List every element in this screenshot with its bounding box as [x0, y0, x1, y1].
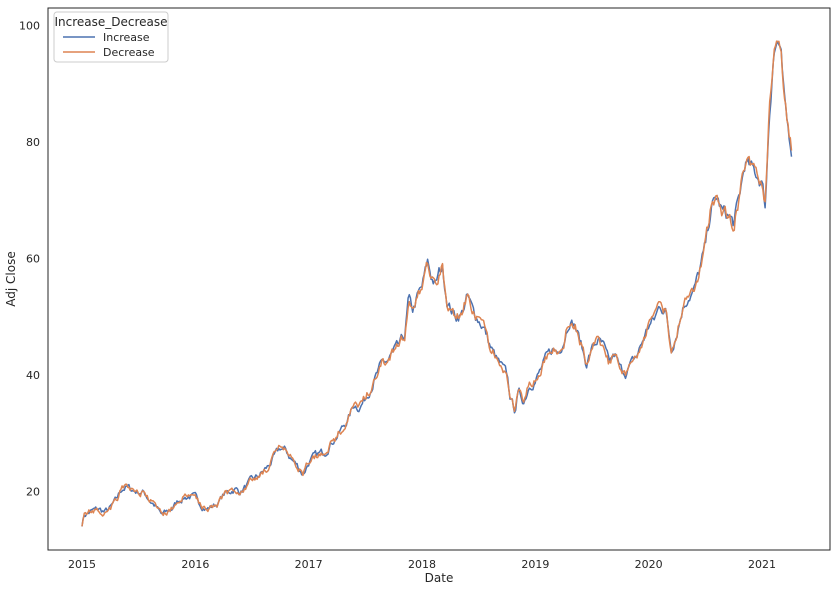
y-tick-label: 80 — [26, 136, 40, 149]
x-axis-label: Date — [425, 571, 454, 585]
x-tick-label: 2016 — [181, 558, 209, 571]
series-line-increase — [81, 40, 793, 527]
y-tick-label: 20 — [26, 486, 40, 499]
x-tick-label: 2019 — [521, 558, 549, 571]
y-tick-label: 40 — [26, 369, 40, 382]
y-axis: 20 40 60 80 100 — [19, 19, 40, 498]
x-tick-label: 2021 — [748, 558, 776, 571]
legend-label-increase: Increase — [103, 31, 150, 44]
x-tick-label: 2015 — [68, 558, 96, 571]
legend-label-decrease: Decrease — [103, 46, 155, 59]
x-axis: 2015 2016 2017 2018 2019 2020 2021 — [68, 558, 776, 571]
y-axis-label: Adj Close — [4, 251, 18, 306]
plot-frame — [47, 7, 831, 551]
x-tick-label: 2017 — [295, 558, 323, 571]
legend-box — [53, 11, 169, 63]
y-tick-label: 60 — [26, 253, 40, 266]
legend-title: Increase_Decrease — [54, 15, 167, 29]
axes-frame — [47, 7, 831, 551]
plot-lines — [81, 40, 793, 527]
series-line-decrease — [81, 40, 793, 527]
y-tick-label: 100 — [19, 19, 40, 32]
x-tick-label: 2018 — [408, 558, 436, 571]
legend: Increase_Decrease Increase Decrease — [53, 11, 169, 63]
x-tick-label: 2020 — [635, 558, 663, 571]
